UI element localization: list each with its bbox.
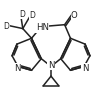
Text: N: N — [48, 61, 54, 70]
Text: N: N — [82, 64, 88, 73]
Text: D: D — [30, 11, 35, 20]
Text: D: D — [19, 10, 25, 19]
Text: O: O — [71, 11, 78, 20]
Text: N: N — [14, 64, 20, 73]
Text: HN: HN — [36, 23, 49, 32]
Text: D: D — [3, 22, 9, 31]
